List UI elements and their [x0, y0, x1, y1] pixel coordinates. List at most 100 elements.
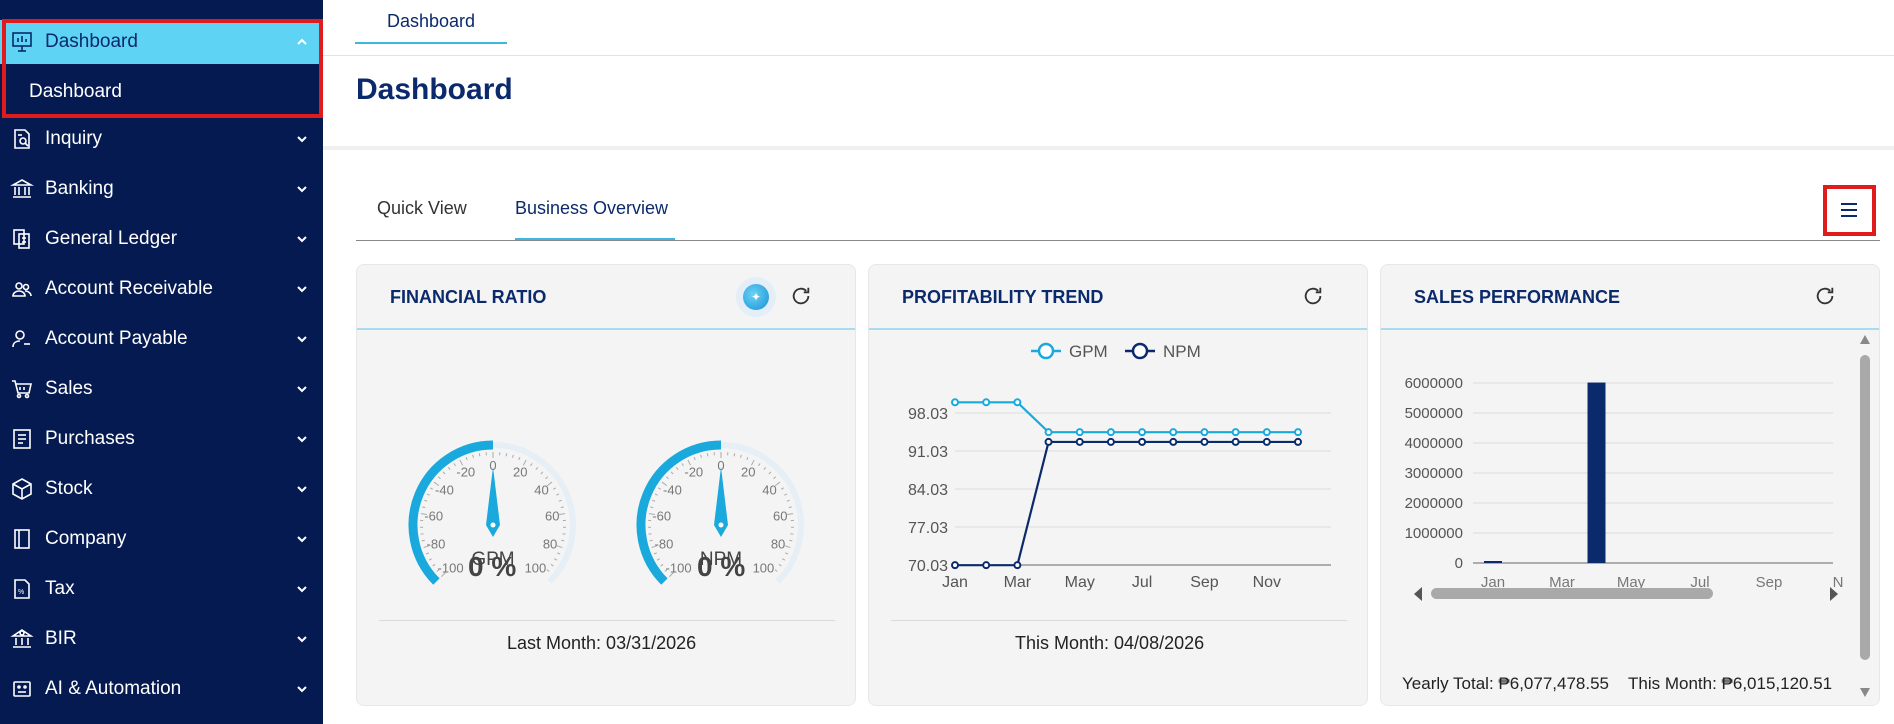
sidebar-item-label: Stock	[45, 478, 93, 499]
chart-horizontal-scrollbar[interactable]	[1414, 587, 1838, 601]
sidebar-item-ai-automation[interactable]: AI & Automation	[0, 667, 323, 711]
gauge-gpm: -100 -80 -60 -40-20 0 20 40 60 80 100 GPM	[408, 440, 576, 585]
data-point-gpm[interactable]	[1169, 428, 1178, 437]
refresh-button[interactable]	[790, 285, 814, 309]
sidebar-item-label: Purchases	[45, 428, 135, 449]
vertical-scrollbar[interactable]	[1858, 330, 1870, 702]
bar-apr[interactable]	[1587, 382, 1606, 563]
data-point-gpm[interactable]	[951, 398, 959, 407]
data-point-npm[interactable]	[1075, 437, 1084, 446]
sidebar-item-account-payable[interactable]: Account Payable	[0, 317, 323, 361]
gauge-needle	[486, 467, 500, 537]
gauge-tick	[700, 454, 702, 458]
sidebar-item-label: Tax	[45, 578, 75, 599]
gauge-tick	[665, 476, 669, 480]
gauge-tick	[554, 558, 558, 561]
sidebar-item-inquiry[interactable]: Inquiry	[0, 117, 323, 161]
sidebar-item-banking[interactable]: Banking	[0, 167, 323, 211]
scroll-down-arrow-icon[interactable]	[1859, 686, 1871, 698]
sidebar-item-bir[interactable]: BIR	[0, 617, 323, 661]
data-point-npm[interactable]	[1044, 437, 1053, 446]
gauge-tick	[763, 467, 767, 470]
gauge-tick-label: 60	[545, 509, 559, 524]
data-point-npm[interactable]	[982, 561, 991, 570]
x-tick-label: May	[1065, 574, 1095, 591]
scroll-up-arrow-icon[interactable]	[1859, 334, 1871, 346]
series-line-gpm	[955, 401, 1298, 434]
legend-item-npm[interactable]: NPM	[1125, 342, 1201, 361]
x-tick-label: Nov	[1253, 574, 1281, 591]
npm-gauge-value: 0 %	[697, 551, 746, 582]
data-point-npm[interactable]	[1138, 437, 1147, 446]
receipt-icon	[9, 426, 35, 452]
sidebar-item-dashboard[interactable]: Dashboard	[0, 20, 323, 64]
bar-jan[interactable]	[1484, 561, 1502, 563]
data-point-npm[interactable]	[951, 561, 959, 570]
page-title: Dashboard	[356, 73, 513, 106]
sidebar-item-account-receivable[interactable]: Account Receivable	[0, 267, 323, 311]
data-point-npm[interactable]	[1106, 437, 1115, 446]
gauge-pivot	[718, 522, 724, 528]
tab-business-overview[interactable]: Business Overview	[515, 198, 669, 218]
gauge-tick	[789, 539, 793, 542]
refresh-button[interactable]	[1814, 285, 1838, 309]
user-icon	[9, 326, 35, 352]
data-point-gpm[interactable]	[1231, 428, 1240, 437]
financial-ratio-card: FINANCIAL RATIO ✦ -100 -80 -60 -40 -20 0 20 40 6…	[356, 264, 856, 706]
data-point-gpm[interactable]	[1044, 428, 1053, 437]
gauge-tick	[420, 513, 427, 516]
ai-assistant-button[interactable]: ✦	[736, 277, 776, 317]
gauge-tick	[706, 453, 709, 457]
tab-quick-view[interactable]: Quick View	[377, 198, 467, 218]
data-point-gpm[interactable]	[1013, 398, 1022, 407]
menu-button[interactable]	[1829, 190, 1869, 230]
data-point-gpm[interactable]	[1138, 428, 1147, 437]
presentation-chart-icon	[9, 29, 35, 55]
last-month-date: Last Month: 03/31/2026	[507, 633, 697, 653]
sidebar-subitem-dashboard[interactable]: Dashboard	[0, 70, 323, 114]
gauge-tick-label: -80	[655, 537, 674, 552]
refresh-button[interactable]	[1302, 285, 1326, 309]
sidebar-item-general-ledger[interactable]: General Ledger	[0, 217, 323, 261]
data-point-npm[interactable]	[1200, 437, 1209, 446]
sidebar-item-stock[interactable]: Stock	[0, 467, 323, 511]
gauge-tick	[428, 558, 432, 561]
sidebar-item-label: Account Receivable	[45, 278, 213, 299]
gauge-tick	[660, 563, 664, 567]
x-tick-label: Mar	[1549, 574, 1575, 591]
gauge-tick	[649, 539, 653, 542]
top-tab-dashboard[interactable]: Dashboard	[355, 0, 507, 44]
y-tick-label: 91.03	[908, 444, 948, 461]
sidebar: Dashboard Dashboard Inquiry Banking General …	[0, 0, 323, 724]
scrollbar-thumb[interactable]	[1860, 355, 1870, 660]
data-point-gpm[interactable]	[1200, 428, 1209, 437]
sidebar-item-sales[interactable]: Sales	[0, 367, 323, 411]
sidebar-item-label: General Ledger	[45, 228, 178, 249]
data-point-npm[interactable]	[1294, 437, 1302, 446]
gauge-tick	[788, 506, 792, 509]
scroll-right-arrow-icon[interactable]	[1830, 587, 1838, 601]
sidebar-item-purchases[interactable]: Purchases	[0, 417, 323, 461]
data-point-gpm[interactable]	[982, 398, 991, 407]
chevron-down-icon	[295, 132, 309, 146]
this-month-date: This Month: 04/08/2026	[1015, 633, 1205, 653]
data-point-npm[interactable]	[1013, 561, 1022, 570]
sidebar-item-company[interactable]: Company	[0, 517, 323, 561]
gauge-tick	[556, 493, 560, 496]
scrollbar-thumb[interactable]	[1431, 588, 1713, 599]
chevron-down-icon	[295, 332, 309, 346]
data-point-gpm[interactable]	[1106, 428, 1115, 437]
data-point-gpm[interactable]	[1262, 428, 1271, 437]
gauge-tick	[426, 493, 430, 496]
card-footer-line	[891, 620, 1347, 621]
legend-item-gpm[interactable]: GPM	[1031, 342, 1108, 361]
sidebar-item-tax[interactable]: % Tax	[0, 567, 323, 611]
sidebar-item-label: Inquiry	[45, 128, 103, 149]
data-point-npm[interactable]	[1231, 437, 1240, 446]
data-point-npm[interactable]	[1262, 437, 1271, 446]
data-point-npm[interactable]	[1169, 437, 1178, 446]
scroll-left-arrow-icon[interactable]	[1414, 587, 1422, 601]
cart-icon	[9, 376, 35, 402]
data-point-gpm[interactable]	[1075, 428, 1084, 437]
data-point-gpm[interactable]	[1294, 428, 1302, 437]
